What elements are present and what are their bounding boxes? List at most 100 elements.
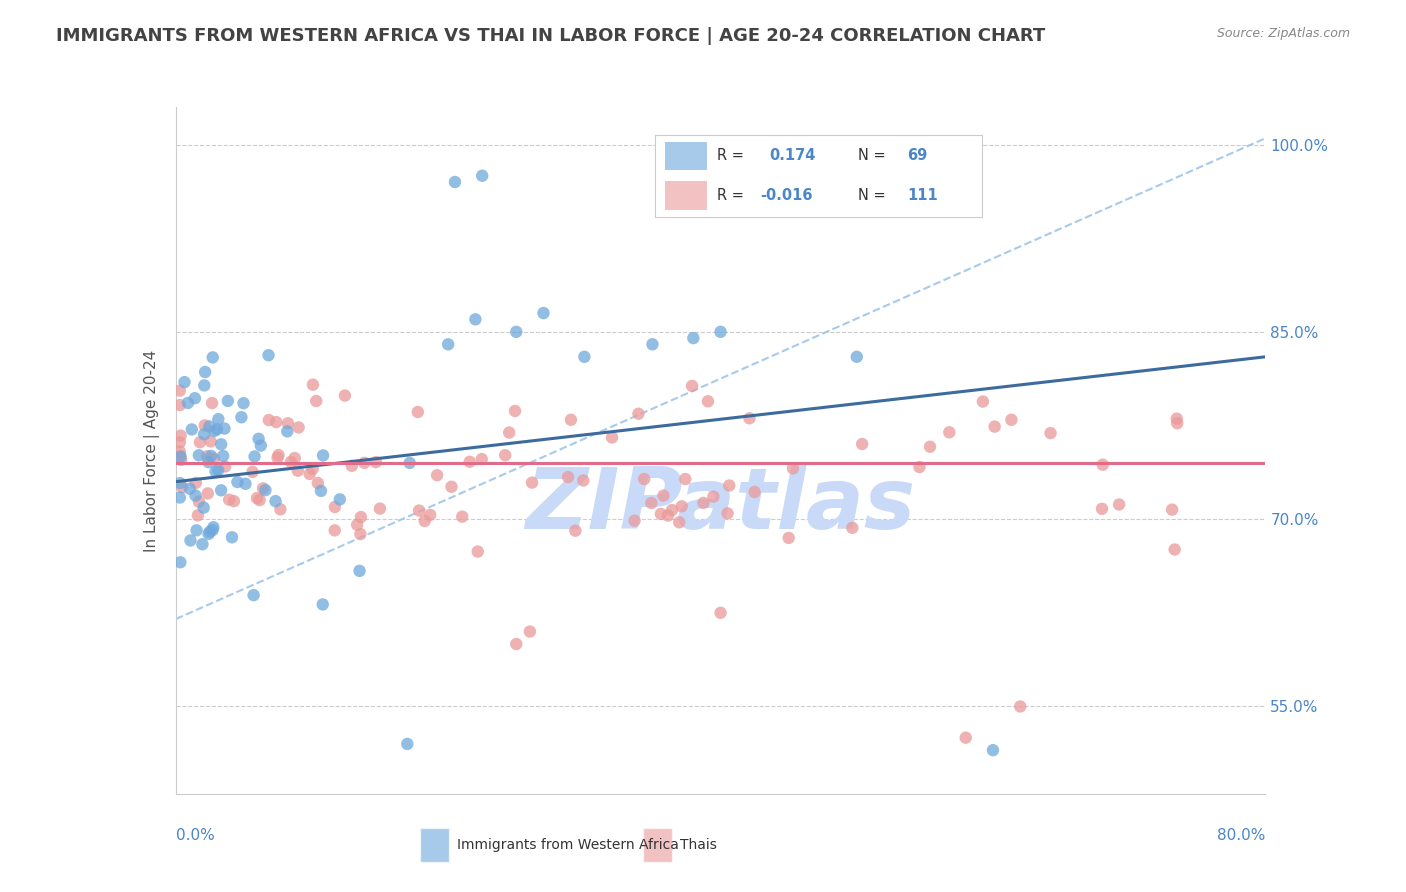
Point [250, 439, 273, 453]
Point [187, 508, 209, 523]
Point [981, 743, 1004, 757]
Point [702, 490, 724, 504]
Point [177, 396, 200, 410]
Point [269, 502, 291, 516]
Text: IMMIGRANTS FROM WESTERN AFRICA VS THAI IN LABOR FORCE | AGE 20-24 CORRELATION CH: IMMIGRANTS FROM WESTERN AFRICA VS THAI I… [56, 27, 1046, 45]
Point [218, 492, 240, 507]
Point [170, 453, 193, 467]
Point [276, 425, 298, 439]
Point [201, 351, 224, 365]
Point [494, 448, 516, 462]
Point [710, 325, 733, 339]
Point [254, 483, 277, 497]
Point [232, 396, 254, 410]
Point [264, 494, 287, 508]
Point [323, 500, 346, 514]
Point [640, 496, 662, 510]
Point [184, 391, 207, 405]
Point [1039, 426, 1062, 441]
Point [505, 325, 527, 339]
Point [193, 427, 215, 442]
Point [169, 491, 191, 505]
Point [633, 472, 655, 486]
Point [851, 437, 873, 451]
Point [413, 514, 436, 528]
Point [572, 474, 595, 488]
Point [257, 413, 280, 427]
Point [246, 491, 269, 505]
Point [557, 470, 579, 484]
Point [280, 455, 302, 469]
Point [1091, 501, 1114, 516]
Point [194, 365, 217, 379]
Point [718, 478, 741, 492]
Point [406, 405, 429, 419]
Point [467, 544, 489, 558]
Point [298, 467, 321, 481]
Point [983, 419, 1005, 434]
Text: 80.0%: 80.0% [1218, 828, 1265, 843]
Text: N =: N = [858, 148, 886, 163]
Point [214, 459, 236, 474]
Point [257, 348, 280, 362]
Point [845, 350, 868, 364]
Point [187, 494, 209, 508]
Point [408, 503, 430, 517]
Point [398, 456, 420, 470]
Point [195, 450, 218, 464]
Point [716, 507, 738, 521]
Point [419, 508, 441, 522]
Point [349, 564, 371, 578]
Point [243, 450, 266, 464]
FancyBboxPatch shape [665, 181, 707, 210]
Point [938, 425, 960, 440]
Point [284, 451, 307, 466]
Point [1091, 458, 1114, 472]
Point [242, 588, 264, 602]
Point [235, 476, 257, 491]
Point [782, 461, 804, 475]
Point [955, 731, 977, 745]
Point [173, 375, 195, 389]
Point [533, 306, 555, 320]
Point [744, 484, 766, 499]
Point [169, 450, 191, 464]
Point [503, 404, 526, 418]
Point [710, 606, 733, 620]
Text: R =: R = [717, 148, 744, 163]
Point [498, 425, 520, 440]
Point [264, 415, 287, 429]
Point [247, 432, 270, 446]
Point [207, 463, 229, 477]
Point [188, 435, 211, 450]
Point [222, 494, 245, 508]
Point [464, 312, 486, 326]
Point [738, 411, 761, 425]
Point [564, 524, 586, 538]
Point [217, 393, 239, 408]
Point [627, 407, 650, 421]
Point [650, 507, 672, 521]
FancyBboxPatch shape [419, 828, 449, 863]
Point [201, 523, 224, 537]
Point [209, 437, 232, 451]
Point [652, 489, 675, 503]
Point [180, 422, 202, 436]
Text: 0.174: 0.174 [769, 148, 815, 163]
Point [444, 175, 467, 189]
Point [214, 421, 236, 435]
Point [266, 450, 288, 465]
Point [1166, 416, 1188, 430]
Point [193, 378, 215, 392]
Point [169, 384, 191, 398]
Point [364, 455, 387, 469]
Point [574, 350, 596, 364]
Point [505, 637, 527, 651]
Point [287, 420, 309, 434]
Point [918, 440, 941, 454]
Point [169, 555, 191, 569]
Point [191, 537, 214, 551]
Point [193, 500, 215, 515]
Point [312, 449, 335, 463]
Point [458, 455, 481, 469]
